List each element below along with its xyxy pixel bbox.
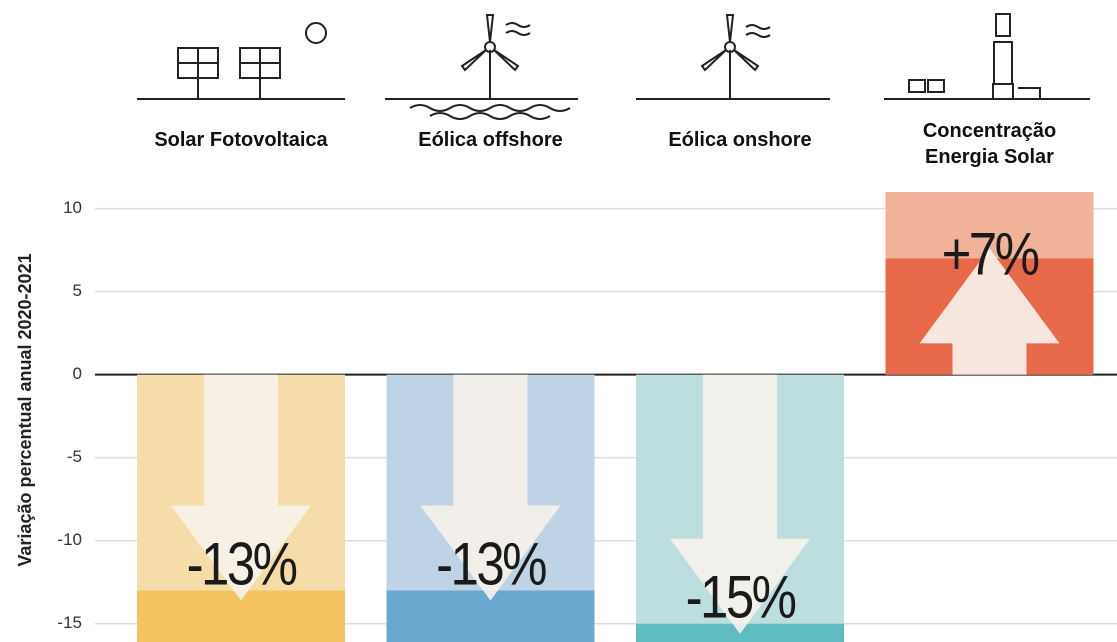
arrow <box>420 374 561 601</box>
category-label: Eólica offshore <box>418 129 563 151</box>
category-label: Eólica onshore <box>668 129 812 151</box>
y-tick-label: -15 <box>57 613 82 632</box>
arrow <box>670 374 810 634</box>
y-tick-label: 5 <box>73 281 82 300</box>
y-axis-label: Variação percentual anual 2020-2021 <box>15 253 35 566</box>
category-label: Solar Fotovoltaica <box>154 129 328 151</box>
arrow <box>919 248 1060 375</box>
y-tick-label: 10 <box>63 198 82 217</box>
value-label: -13% <box>436 530 546 597</box>
value-label: -13% <box>187 530 297 597</box>
value-label: +7% <box>942 220 1039 287</box>
arrow <box>171 374 311 601</box>
y-tick-label: -5 <box>67 447 82 466</box>
value-label: -15% <box>686 564 796 631</box>
y-tick-label: 0 <box>73 364 82 383</box>
icons <box>137 13 1090 120</box>
y-tick-label: -10 <box>57 530 82 549</box>
category-label: Concentração Energia Solar <box>922 120 1057 168</box>
